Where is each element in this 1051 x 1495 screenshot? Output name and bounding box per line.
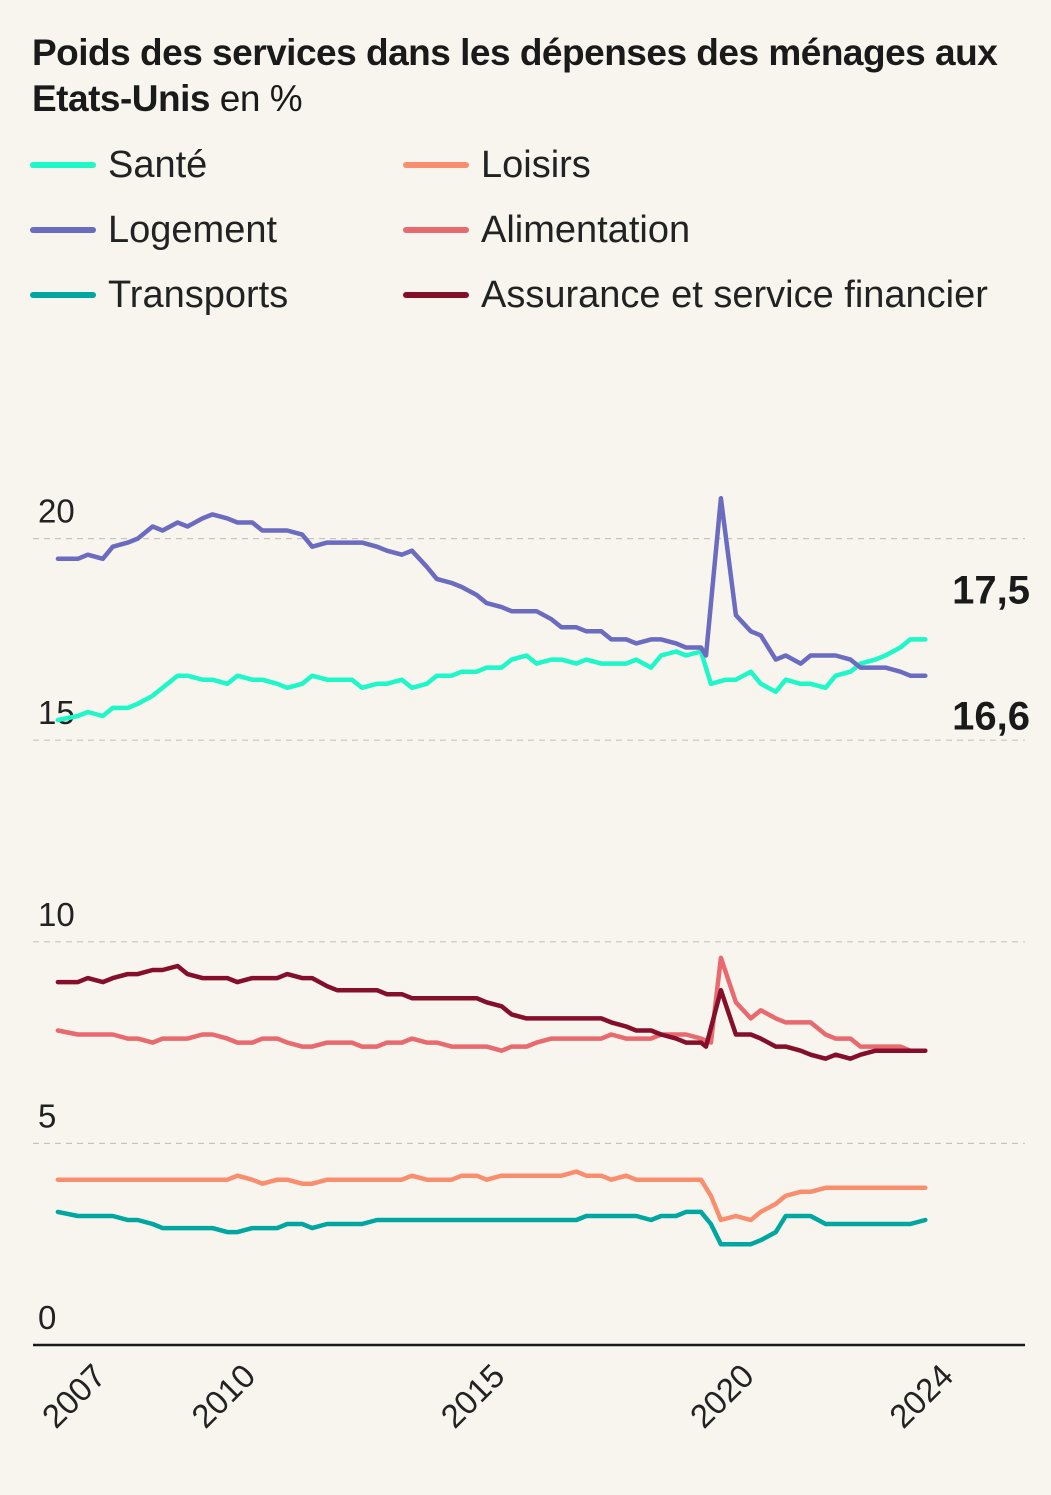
y-axis-ticks: 0 5 10 15 20 <box>38 493 75 1336</box>
y-tick-label-20: 20 <box>38 493 75 530</box>
y-tick-label-0: 0 <box>38 1299 56 1336</box>
x-tick-label-2015: 2015 <box>433 1357 511 1435</box>
legend-item-transports: Transports <box>30 270 288 320</box>
chart-title-unit: en % <box>219 78 303 119</box>
legend-label-logement: Logement <box>108 208 278 251</box>
legend-label-alimentation: Alimentation <box>481 208 691 251</box>
y-tick-label-10: 10 <box>38 896 75 933</box>
legend-swatch-assurance <box>403 292 469 298</box>
legend-item-alimentation: Alimentation <box>403 205 690 255</box>
legend-label-transports: Transports <box>108 273 289 316</box>
legend-swatch-loisirs <box>403 162 469 168</box>
series-line-4 <box>55 1169 928 1223</box>
x-tick-label-2010: 2010 <box>184 1357 262 1435</box>
legend-label-loisirs: Loisirs <box>481 143 591 186</box>
legend-item-sante: Santé <box>30 140 207 190</box>
end-label-2: 16,6 <box>952 695 1030 739</box>
series-lines <box>55 496 928 1247</box>
legend-item-assurance: Assurance et service financier <box>403 270 988 320</box>
chart-title-main: Poids des services dans les dépenses des… <box>32 32 998 119</box>
series-line-3 <box>55 1209 928 1247</box>
legend-swatch-sante <box>30 162 96 168</box>
legend-swatch-alimentation <box>403 227 469 233</box>
legend-item-logement: Logement <box>30 205 277 255</box>
series-line-1 <box>55 637 928 723</box>
legend-swatch-transports <box>30 292 96 298</box>
x-tick-label-2024: 2024 <box>882 1357 960 1435</box>
x-axis-ticks: 2007 2010 2015 2020 2024 <box>35 1357 961 1435</box>
legend-item-loisirs: Loisirs <box>403 140 591 190</box>
x-tick-label-2020: 2020 <box>683 1357 761 1435</box>
y-tick-label-15: 15 <box>38 694 75 731</box>
end-labels: 17,5 16,6 <box>952 568 1030 738</box>
legend: Santé Loisirs Logement Alimentation Tran… <box>30 140 1040 340</box>
legend-swatch-logement <box>30 227 96 233</box>
legend-label-assurance: Assurance et service financier <box>481 273 988 316</box>
y-tick-label-5: 5 <box>38 1097 56 1134</box>
end-label-1: 17,5 <box>952 568 1030 612</box>
grid-lines <box>33 537 1025 1145</box>
chart-title: Poids des services dans les dépenses des… <box>32 30 1032 122</box>
legend-label-sante: Santé <box>108 143 208 186</box>
x-tick-label-2007: 2007 <box>35 1357 113 1435</box>
series-line-6 <box>55 963 928 1061</box>
series-line-2 <box>55 496 928 678</box>
series-line-5 <box>55 955 928 1053</box>
